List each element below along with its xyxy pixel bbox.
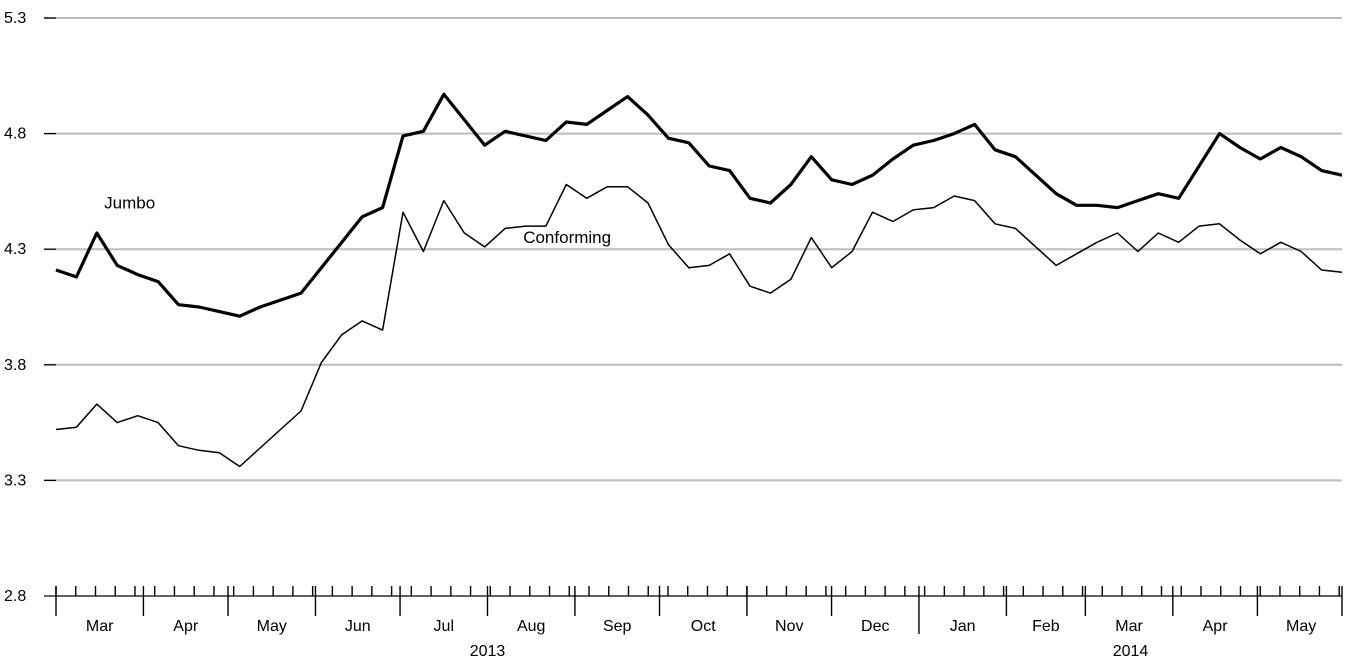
- y-tick-label: 3.8: [4, 357, 26, 374]
- x-month-label: Apr: [173, 618, 199, 635]
- x-month-label: Oct: [691, 618, 716, 635]
- x-month-label: Jul: [434, 618, 454, 635]
- y-tick-label: 3.3: [4, 472, 26, 489]
- x-month-label: May: [1286, 618, 1316, 635]
- x-year-label: 2013: [470, 643, 506, 660]
- x-month-label: May: [257, 618, 287, 635]
- x-month-label: Mar: [86, 618, 114, 635]
- series-label-jumbo: Jumbo: [104, 194, 155, 213]
- series-line-conforming: [55, 183, 1343, 468]
- x-month-label: Aug: [517, 618, 545, 635]
- series-label-conforming: Conforming: [523, 228, 611, 247]
- gridlines: [44, 17, 1342, 482]
- series-line-jumbo: [55, 92, 1343, 318]
- x-month-label: Apr: [1203, 618, 1229, 635]
- x-year-label: 2014: [1113, 643, 1149, 660]
- x-month-label: Jun: [345, 618, 371, 635]
- y-tick-label: 2.8: [4, 588, 26, 605]
- x-month-label: Nov: [775, 618, 803, 635]
- y-tick-label: 4.3: [4, 241, 26, 258]
- x-month-label: Dec: [861, 618, 889, 635]
- x-month-label: Jan: [950, 618, 976, 635]
- y-axis: 5.3 4.8 4.3 3.8 3.3 2.8: [4, 10, 56, 605]
- x-month-label: Sep: [603, 618, 632, 635]
- x-month-label: Mar: [1115, 618, 1143, 635]
- series-lines: [55, 92, 1343, 468]
- x-month-label: Feb: [1032, 618, 1060, 635]
- y-tick-label: 5.3: [4, 10, 26, 27]
- x-axis: Mar Apr May Jun Jul Aug Sep Oct Nov Dec Jan Feb Mar A…: [55, 586, 1343, 660]
- series-annotations: Jumbo Conforming: [104, 194, 611, 247]
- y-tick-label: 4.8: [4, 126, 26, 143]
